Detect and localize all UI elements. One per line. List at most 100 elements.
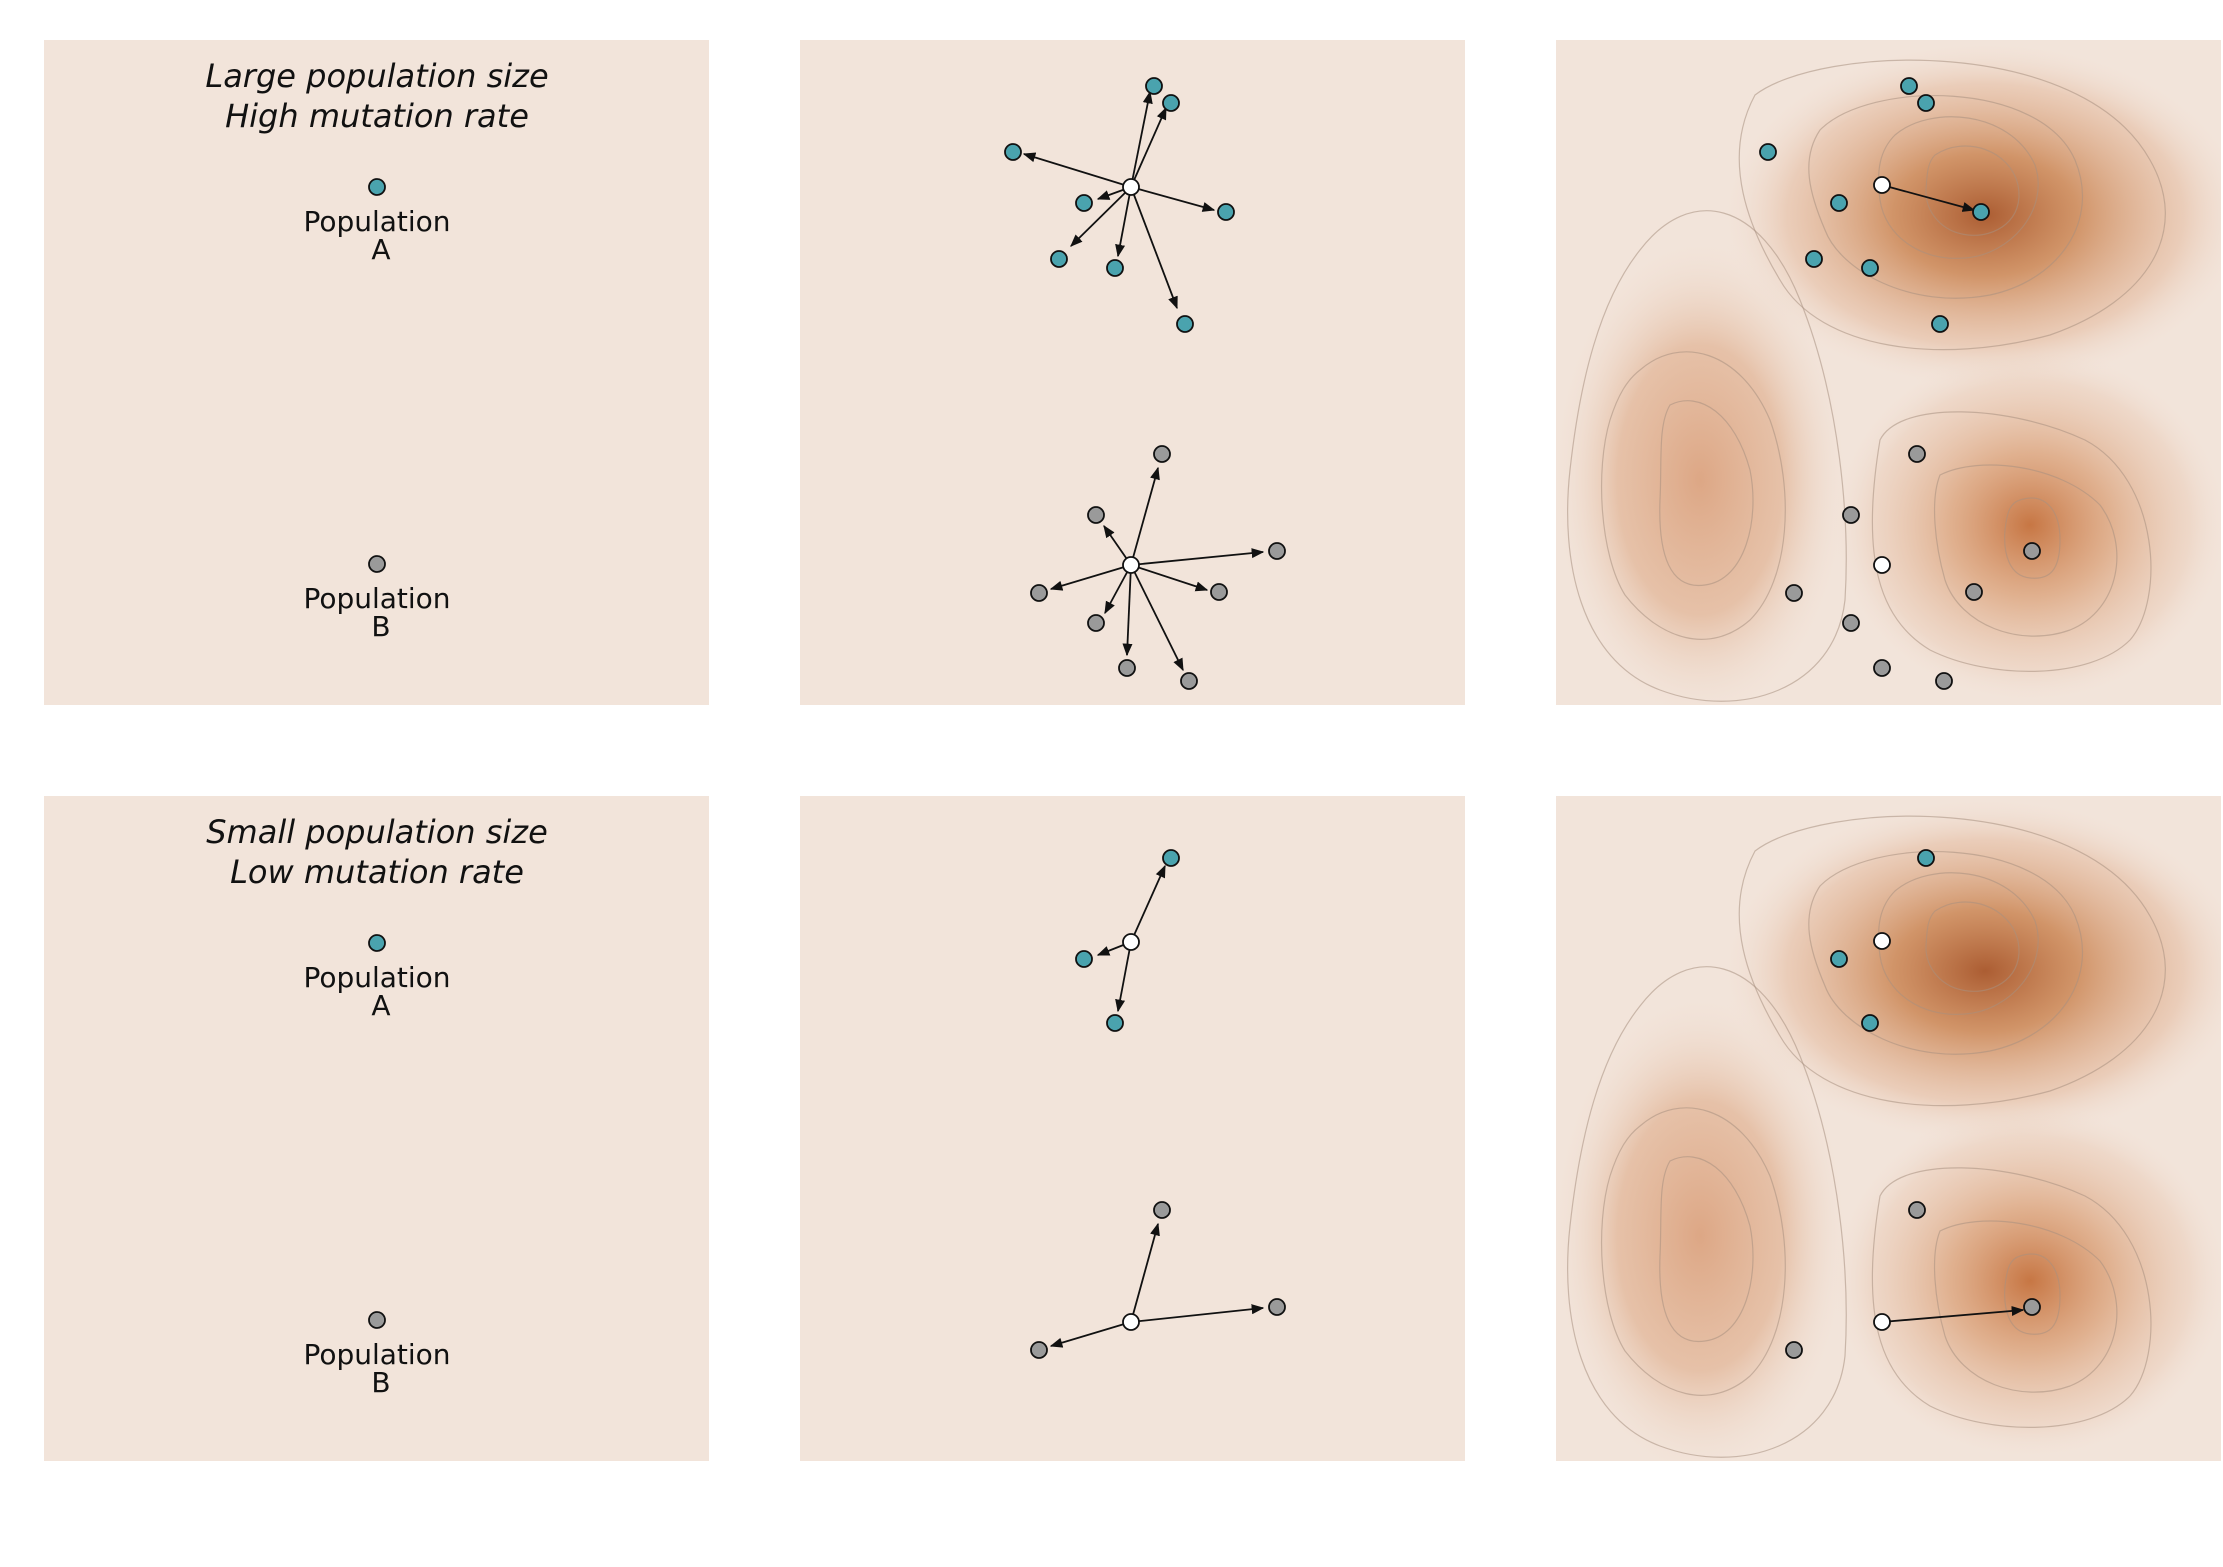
offspring-a-dot <box>1861 1014 1879 1032</box>
mutation-arrow <box>1130 564 1209 592</box>
population-b-mutation-arrows <box>1049 466 1265 672</box>
mutation-arrow <box>1122 564 1133 657</box>
fitness-peak-left <box>1556 991 1850 1461</box>
mutation-arrow <box>1104 564 1132 615</box>
panel-mutation-offspring <box>800 40 1465 705</box>
panel-background <box>44 40 709 705</box>
panel-background <box>800 40 1465 705</box>
offspring-b-dot <box>2023 542 2041 560</box>
panel-initial-populations: Large population size High mutation rate… <box>44 40 709 705</box>
population-b-dot <box>368 1311 386 1329</box>
population-a-offspring <box>1004 77 1235 333</box>
population-b-offspring <box>1785 445 2041 690</box>
selection-arrow <box>1881 1305 2025 1323</box>
population-a-label: Population <box>303 961 450 994</box>
mutation-arrow <box>1130 864 1166 943</box>
offspring-b-dot <box>1842 614 1860 632</box>
mutation-arrow <box>1130 106 1167 188</box>
offspring-b-dot <box>1965 583 1983 601</box>
mutation-arrow <box>1130 564 1184 672</box>
offspring-b-dot-selected <box>2023 1298 2041 1316</box>
fitness-peak-top <box>1720 40 2221 390</box>
panel-title-line-2: High mutation rate <box>225 97 529 135</box>
mutation-arrow <box>1130 1222 1160 1323</box>
offspring-b-dot <box>1030 1341 1048 1359</box>
offspring-b-dot <box>1180 672 1198 690</box>
offspring-b-dot <box>1908 1201 1926 1219</box>
parent-b-dot <box>1873 1313 1891 1331</box>
mutation-arrow <box>1115 186 1132 258</box>
offspring-b-dot <box>1785 1341 1803 1359</box>
population-a-mutation-arrows <box>1022 90 1216 310</box>
offspring-a-dot <box>1931 315 1949 333</box>
offspring-a-dot <box>1162 94 1180 112</box>
panel-fitness-landscape <box>1556 40 2221 705</box>
offspring-b-dot <box>1087 614 1105 632</box>
contour-lines <box>1567 59 2166 702</box>
offspring-b-dot <box>1030 584 1048 602</box>
offspring-a-dot <box>1075 950 1093 968</box>
selection-arrow <box>1881 184 1976 212</box>
mutation-arrow <box>1130 186 1216 212</box>
population-b-mutation-arrows <box>1049 1222 1265 1348</box>
fitness-peak-top <box>1720 796 2221 1146</box>
offspring-b-dot <box>1268 1298 1286 1316</box>
population-b-offspring <box>1030 1201 1286 1359</box>
panel-background <box>44 796 709 1461</box>
offspring-b-dot <box>1873 659 1891 677</box>
fitness-peak-right <box>1830 1101 2221 1461</box>
row-2: Small population size Low mutation rate … <box>44 796 2221 1461</box>
mutation-arrow <box>1049 1321 1132 1348</box>
parent-b-dot <box>1122 1313 1140 1331</box>
population-a-label: Population <box>303 205 450 238</box>
parent-a-dot <box>1873 932 1891 950</box>
offspring-a-dot <box>1861 259 1879 277</box>
offspring-a-dot <box>1106 259 1124 277</box>
offspring-b-dot <box>1210 583 1228 601</box>
offspring-a-dot <box>1050 250 1068 268</box>
parent-a-dot <box>1122 178 1140 196</box>
panel-title-line-1: Large population size <box>205 57 548 95</box>
offspring-b-dot <box>1842 506 1860 524</box>
population-a-letter: A <box>371 989 390 1022</box>
offspring-a-dot <box>1830 194 1848 212</box>
offspring-a-dot <box>1805 250 1823 268</box>
population-b-dot <box>368 555 386 573</box>
population-a-offspring <box>1759 77 1990 333</box>
population-b-offspring <box>1785 1201 2041 1359</box>
panel-mutation-offspring <box>800 796 1465 1461</box>
population-b-letter: B <box>371 610 390 643</box>
offspring-a-dot-selected <box>1972 203 1990 221</box>
offspring-a-dot <box>1145 77 1163 95</box>
population-a-dot <box>368 178 386 196</box>
fitness-peak-right <box>1830 345 2221 705</box>
offspring-b-dot <box>1153 1201 1171 1219</box>
population-b-label: Population <box>303 1338 450 1371</box>
population-b-letter: B <box>371 1366 390 1399</box>
parent-a-dot <box>1122 933 1140 951</box>
population-a-letter: A <box>371 233 390 266</box>
panel-background <box>800 796 1465 1461</box>
offspring-b-dot <box>1268 542 1286 560</box>
offspring-b-dot <box>1908 445 1926 463</box>
offspring-a-dot <box>1917 849 1935 867</box>
offspring-b-dot <box>1153 445 1171 463</box>
population-b-label: Population <box>303 582 450 615</box>
offspring-b-dot <box>1087 506 1105 524</box>
parent-b-dot <box>1122 556 1140 574</box>
population-a-offspring <box>1075 849 1180 1032</box>
offspring-b-dot <box>1785 584 1803 602</box>
offspring-b-dot <box>1935 672 1953 690</box>
offspring-a-dot <box>1162 849 1180 867</box>
mutation-arrow <box>1130 548 1265 566</box>
parent-b-dot <box>1873 556 1891 574</box>
offspring-a-dot <box>1004 143 1022 161</box>
offspring-a-dot <box>1917 94 1935 112</box>
offspring-b-dot <box>1118 659 1136 677</box>
mutation-arrow <box>1115 941 1132 1013</box>
mutation-arrow <box>1070 186 1132 247</box>
offspring-a-dot <box>1830 950 1848 968</box>
population-b-offspring <box>1030 445 1286 690</box>
mutation-arrow <box>1130 186 1178 310</box>
offspring-a-dot <box>1900 77 1918 95</box>
